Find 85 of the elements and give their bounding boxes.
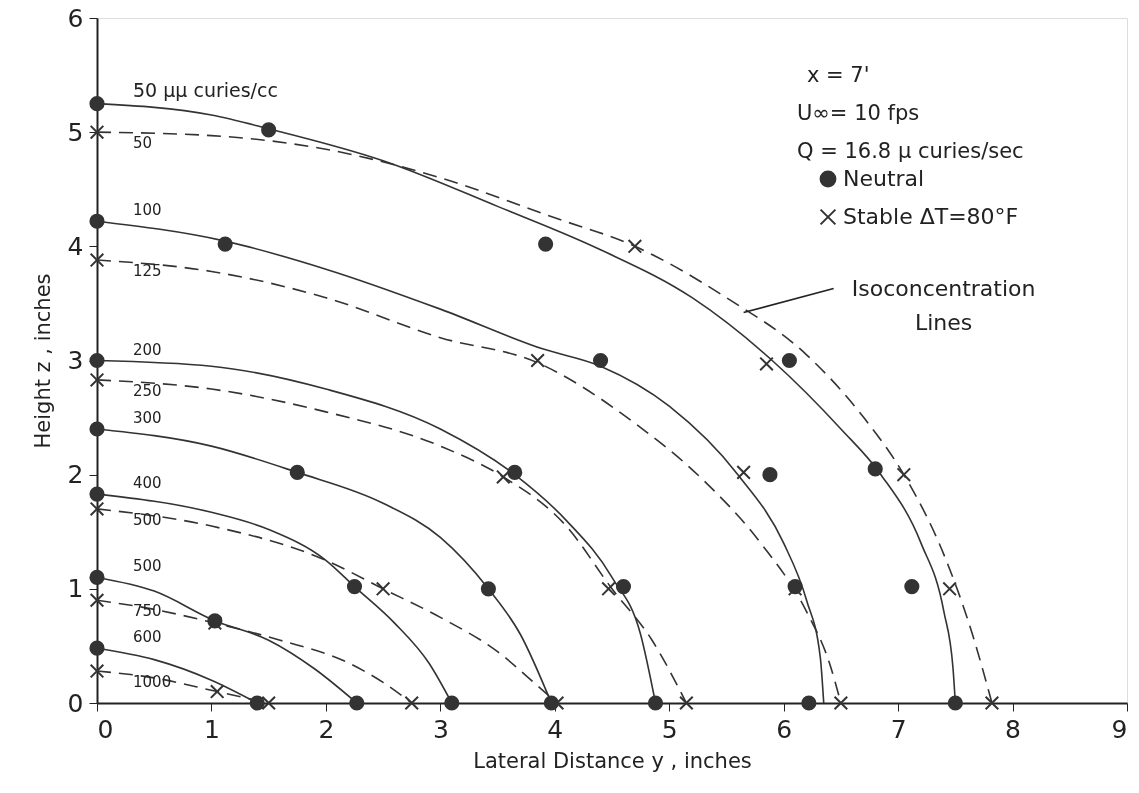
x-tick-label: 1 bbox=[203, 714, 220, 744]
series-label: 500 bbox=[133, 557, 162, 576]
annotation: x = 7' bbox=[807, 63, 870, 87]
point bbox=[89, 592, 105, 608]
annotation: Q = 16.8 μ curies/sec bbox=[797, 139, 1024, 163]
point bbox=[495, 469, 511, 485]
y-tick-label: 3 bbox=[67, 346, 84, 375]
series-label: 250 bbox=[133, 381, 162, 400]
point bbox=[801, 695, 817, 711]
point bbox=[89, 486, 105, 502]
point bbox=[947, 695, 963, 711]
series-label: 500 bbox=[133, 510, 162, 529]
series-label: 1000 bbox=[133, 673, 172, 692]
point bbox=[209, 684, 225, 699]
point bbox=[904, 578, 920, 595]
x-tick-label: 5 bbox=[661, 714, 678, 744]
point bbox=[601, 581, 616, 597]
series-label: 125 bbox=[133, 262, 162, 281]
point bbox=[89, 352, 105, 369]
x-tick-label: 4 bbox=[547, 714, 564, 744]
point bbox=[538, 236, 554, 252]
series-label: 50 bbox=[133, 134, 153, 153]
point bbox=[833, 695, 849, 711]
x-tick-label: 3 bbox=[432, 714, 449, 744]
y-tick-label: 0 bbox=[67, 688, 84, 718]
point bbox=[349, 695, 365, 711]
point bbox=[781, 352, 797, 369]
point bbox=[89, 213, 105, 229]
y-tick-label: 1 bbox=[67, 574, 84, 604]
point bbox=[89, 663, 105, 679]
point bbox=[89, 96, 105, 112]
series-label: 300 bbox=[133, 409, 162, 427]
x-tick-label: 0 bbox=[97, 714, 114, 744]
point bbox=[261, 122, 277, 138]
point bbox=[346, 578, 363, 595]
series-label: 600 bbox=[133, 628, 162, 647]
point bbox=[615, 578, 632, 595]
point bbox=[89, 421, 105, 437]
point bbox=[679, 695, 694, 711]
point bbox=[647, 695, 664, 711]
point bbox=[289, 464, 305, 480]
point bbox=[762, 467, 778, 483]
point bbox=[627, 239, 643, 254]
y-tick-label: 5 bbox=[67, 117, 84, 147]
series-label: 50 μμ curies/cc bbox=[133, 78, 278, 101]
point bbox=[89, 569, 105, 585]
series-label: 750 bbox=[133, 602, 162, 621]
point bbox=[444, 695, 460, 711]
series-label: 200 bbox=[133, 340, 162, 359]
x-tick-label: 2 bbox=[318, 714, 335, 744]
point bbox=[759, 356, 774, 372]
annotation: U∞= 10 fps bbox=[797, 101, 920, 125]
point bbox=[507, 464, 523, 480]
point bbox=[261, 695, 276, 711]
point bbox=[89, 501, 105, 517]
point bbox=[984, 695, 1000, 711]
y-tick-label: 2 bbox=[67, 460, 84, 490]
point bbox=[896, 467, 912, 482]
x-tick-label: 8 bbox=[1005, 714, 1022, 744]
point bbox=[89, 372, 105, 388]
legend-label: Stable ΔT=80°F bbox=[843, 204, 1019, 229]
x-tick-label: 7 bbox=[890, 714, 907, 744]
point bbox=[217, 236, 233, 252]
point bbox=[89, 252, 105, 268]
y-axis-title: Height z , inches bbox=[30, 273, 55, 449]
point bbox=[89, 640, 105, 656]
point bbox=[942, 581, 957, 597]
y-tick-label: 4 bbox=[67, 231, 84, 261]
x-tick-label: 6 bbox=[776, 714, 793, 744]
legend-label: Neutral bbox=[843, 166, 925, 191]
point bbox=[867, 461, 883, 477]
x-axis-title: Lateral Distance y , inches bbox=[473, 748, 752, 773]
series-label: 100 bbox=[133, 201, 162, 220]
point bbox=[404, 695, 420, 711]
point bbox=[736, 465, 751, 480]
point bbox=[480, 581, 496, 597]
series-label: 400 bbox=[133, 474, 162, 493]
point bbox=[375, 581, 391, 597]
y-tick-label: 6 bbox=[67, 3, 84, 33]
point bbox=[592, 352, 609, 369]
point bbox=[249, 695, 265, 711]
annotation: Isoconcentration Lines bbox=[851, 275, 1036, 335]
point bbox=[530, 353, 545, 368]
x-tick-label: 9 bbox=[1111, 714, 1128, 744]
point bbox=[89, 124, 105, 140]
